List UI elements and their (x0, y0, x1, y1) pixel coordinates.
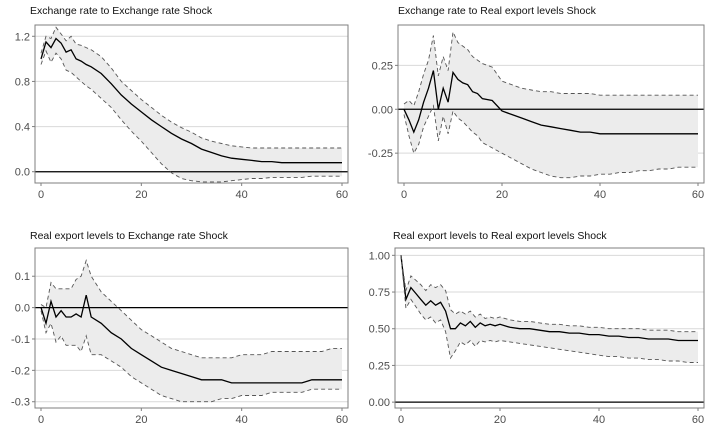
panel-border (34, 247, 349, 409)
confidence-band (41, 27, 342, 182)
upper-band-line (403, 30, 698, 107)
y-tick-label: 0.25 (372, 60, 393, 72)
y-tick-label: 0.75 (369, 287, 390, 299)
x-tick-label: 40 (236, 414, 248, 426)
y-tick-label: -0.1 (11, 334, 30, 346)
panel-3-title: Real export levels to Exchange rate Shoc… (30, 230, 228, 242)
x-tick-label: 40 (236, 189, 248, 201)
panel-2-title: Exchange rate to Real export levels Shoc… (398, 5, 596, 17)
response-line (40, 37, 342, 164)
x-tick-label: 0 (398, 414, 404, 426)
y-tick-label: 0.8 (15, 76, 30, 88)
x-tick-label: 20 (135, 414, 147, 426)
response-line (403, 70, 698, 135)
x-tick-label: 0 (401, 189, 407, 201)
y-tick-label: 0.1 (15, 271, 30, 283)
y-tick-label: 0.00 (369, 397, 390, 409)
panel-border (394, 247, 705, 409)
lower-band-line (400, 255, 698, 363)
x-tick-label: 0 (38, 189, 44, 201)
y-tick-label: 0.25 (369, 360, 390, 372)
y-tick-label: -0.2 (11, 365, 30, 377)
x-tick-label: 60 (692, 414, 704, 426)
lower-band-line (40, 49, 342, 183)
upper-band-line (400, 255, 698, 333)
confidence-band (401, 255, 698, 363)
upper-band-line (40, 26, 342, 149)
y-tick-label: 0.50 (369, 324, 390, 336)
y-tick-label: 0.0 (15, 167, 30, 179)
response-line (400, 255, 698, 342)
y-tick-label: 1.2 (15, 31, 30, 43)
x-tick-label: 20 (496, 189, 508, 201)
panel-1: 0.0 0.4 0.8 1.2 0 20 40 60 (15, 24, 349, 201)
panel-2: -0.25 0.00 0.25 0 20 40 60 (368, 24, 705, 201)
x-tick-label: 40 (594, 189, 606, 201)
x-tick-label: 60 (336, 189, 348, 201)
y-tick-label: 0.0 (15, 303, 30, 315)
panel-3: -0.3 -0.2 -0.1 0.0 0.1 0 20 40 60 (11, 247, 349, 426)
response-line (40, 294, 342, 384)
x-tick-label: 0 (38, 414, 44, 426)
y-tick-label: 0.4 (15, 122, 30, 134)
y-tick-label: -0.3 (11, 397, 30, 409)
lower-band-line (403, 104, 698, 179)
panel-border (34, 24, 349, 184)
lower-band-line (40, 310, 342, 403)
x-tick-label: 60 (692, 189, 704, 201)
panel-border (397, 24, 705, 184)
panel-1-title: Exchange rate to Exchange rate Shock (30, 5, 213, 17)
x-tick-label: 60 (336, 414, 348, 426)
confidence-band (41, 260, 342, 402)
y-tick-label: 1.00 (369, 250, 390, 262)
y-tick-label: 0.00 (372, 104, 393, 116)
panel-4: 0.00 0.25 0.50 0.75 1.00 0 20 40 60 (369, 247, 705, 426)
panel-4-title: Real export levels to Real export levels… (393, 230, 607, 242)
confidence-band (404, 32, 698, 178)
x-tick-label: 40 (593, 414, 605, 426)
y-tick-label: -0.25 (368, 148, 393, 160)
x-tick-label: 20 (135, 189, 147, 201)
x-tick-label: 20 (494, 414, 506, 426)
